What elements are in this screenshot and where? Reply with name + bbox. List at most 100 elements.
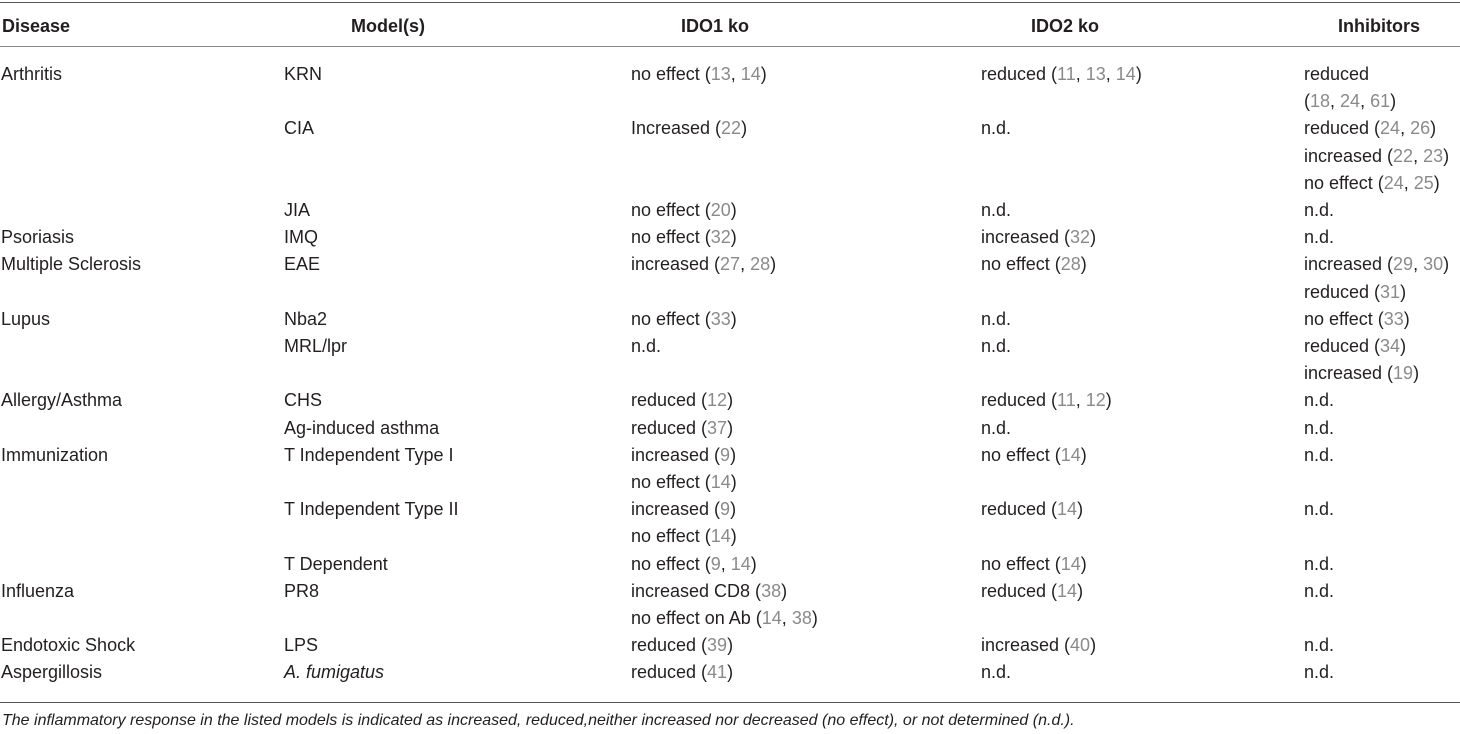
reference-number[interactable]: 33: [710, 308, 731, 329]
reference-number[interactable]: 14: [730, 553, 751, 574]
cell-line: n.d.: [981, 333, 1011, 360]
cell-text: ): [1430, 118, 1437, 139]
reference-number[interactable]: 38: [761, 580, 782, 601]
reference-number[interactable]: 32: [1070, 227, 1091, 248]
ido1-cell: increased (9) no effect (14): [631, 496, 737, 550]
cell-text: increased (: [631, 444, 721, 465]
reference-number[interactable]: 11: [1057, 390, 1076, 411]
cell-line: reduced (11, 13, 14): [981, 61, 1142, 88]
reference-number[interactable]: 29: [1393, 254, 1414, 275]
reference-number[interactable]: 13: [710, 64, 731, 84]
ido2-cell: n.d.: [981, 659, 1011, 686]
reference-number[interactable]: 19: [1393, 363, 1414, 384]
ido1-cell: reduced (12): [631, 387, 733, 414]
ido2-cell: n.d.: [981, 115, 1011, 142]
cell-text: reduced (: [1304, 118, 1381, 139]
cell-text: ,: [1403, 172, 1414, 193]
reference-number[interactable]: 28: [1060, 254, 1081, 275]
reference-number[interactable]: 39: [707, 635, 728, 656]
reference-number[interactable]: 40: [1070, 635, 1091, 656]
cell-line: no effect on Ab (14, 38): [631, 605, 818, 632]
disease-cell: Endotoxic Shock: [1, 635, 136, 656]
reference-number[interactable]: 22: [1393, 145, 1414, 166]
reference-number[interactable]: 14: [740, 64, 761, 84]
reference-number[interactable]: 61: [1370, 91, 1391, 112]
reference-number[interactable]: 14: [710, 471, 731, 492]
cell-line: reduced (34): [1304, 333, 1419, 360]
ido1-cell: no effect (33): [631, 306, 737, 333]
cell-text: reduced (: [1304, 336, 1381, 356]
model-cell: Ag-induced asthma: [284, 417, 440, 438]
cell-line: n.d.: [1304, 224, 1334, 251]
reference-number[interactable]: 24: [1340, 91, 1361, 112]
cell-text: ): [781, 580, 788, 601]
reference-number[interactable]: 23: [1423, 145, 1444, 166]
model-cell: EAE: [284, 254, 321, 275]
reference-number[interactable]: 28: [750, 254, 771, 275]
disease-cell: Aspergillosis: [1, 662, 103, 683]
ido2-cell: no effect (14): [981, 551, 1087, 578]
reference-number[interactable]: 14: [710, 526, 731, 547]
cell-text: no effect (: [981, 254, 1061, 275]
reference-number[interactable]: 14: [1115, 64, 1136, 84]
header-rule: [0, 46, 1460, 47]
ido1-cell: n.d.: [631, 333, 661, 360]
cell-text: ,: [1360, 91, 1371, 112]
model-cell: MRL/lpr: [284, 336, 348, 356]
reference-number[interactable]: 18: [1310, 91, 1331, 112]
cell-line: n.d.: [981, 115, 1011, 142]
inhibitors-cell: n.d.: [1304, 442, 1334, 469]
reference-number[interactable]: 26: [1410, 118, 1431, 139]
reference-number[interactable]: 12: [1085, 390, 1106, 411]
cell-text: no effect (: [631, 553, 711, 574]
reference-number[interactable]: 9: [720, 444, 731, 465]
disease-cell: Multiple Sclerosis: [1, 254, 142, 275]
reference-number[interactable]: 31: [1380, 281, 1401, 302]
reference-number[interactable]: 24: [1383, 172, 1404, 193]
reference-number[interactable]: 37: [707, 417, 728, 438]
reference-number[interactable]: 34: [1380, 336, 1401, 356]
ido1-cell: no effect (32): [631, 224, 737, 251]
reference-number[interactable]: 24: [1380, 118, 1401, 139]
model-cell: CIA: [284, 118, 315, 139]
cell-line: increased (27, 28): [631, 251, 776, 278]
reference-number[interactable]: 13: [1085, 64, 1106, 84]
reference-number[interactable]: 14: [1060, 444, 1081, 465]
reference-number[interactable]: 30: [1423, 254, 1444, 275]
reference-number[interactable]: 12: [707, 390, 728, 411]
reference-number[interactable]: 20: [710, 200, 731, 220]
cell-text: no effect (: [631, 200, 711, 220]
inhibitors-cell: n.d.: [1304, 224, 1334, 251]
cell-line: no effect (20): [631, 197, 737, 224]
reference-number[interactable]: 38: [791, 607, 812, 628]
cell-line: (18, 24, 61): [1304, 88, 1396, 115]
cell-text: no effect (: [631, 308, 711, 329]
reference-number[interactable]: 41: [707, 662, 728, 683]
cell-text: no effect (: [981, 553, 1061, 574]
reference-number[interactable]: 14: [761, 607, 782, 628]
cell-line: no effect (32): [631, 224, 737, 251]
cell-text: no effect (: [981, 444, 1061, 465]
inhibitors-cell: no effect (33): [1304, 306, 1410, 333]
reference-number[interactable]: 14: [1057, 580, 1078, 601]
reference-number[interactable]: 14: [1057, 499, 1078, 520]
cell-line: no effect (33): [1304, 306, 1410, 333]
cell-text: ): [1077, 499, 1084, 520]
reference-number[interactable]: 32: [710, 227, 731, 248]
cell-text: reduced (: [981, 580, 1058, 601]
cell-line: reduced (37): [631, 415, 733, 442]
ido2-cell: reduced (11, 12): [981, 387, 1112, 414]
cell-text: ): [1105, 390, 1112, 411]
reference-number[interactable]: 11: [1057, 64, 1076, 84]
cell-line: no effect (14): [631, 469, 737, 496]
reference-number[interactable]: 9: [720, 499, 731, 520]
ido1-cell: reduced (39): [631, 632, 733, 659]
reference-number[interactable]: 14: [1060, 553, 1081, 574]
cell-line: reduced (11, 12): [981, 387, 1112, 414]
reference-number[interactable]: 33: [1383, 308, 1404, 329]
reference-number[interactable]: 25: [1413, 172, 1434, 193]
reference-number[interactable]: 9: [710, 553, 721, 574]
reference-number[interactable]: 27: [720, 254, 741, 275]
reference-number[interactable]: 22: [721, 118, 742, 139]
cell-text: no effect (: [631, 227, 711, 248]
